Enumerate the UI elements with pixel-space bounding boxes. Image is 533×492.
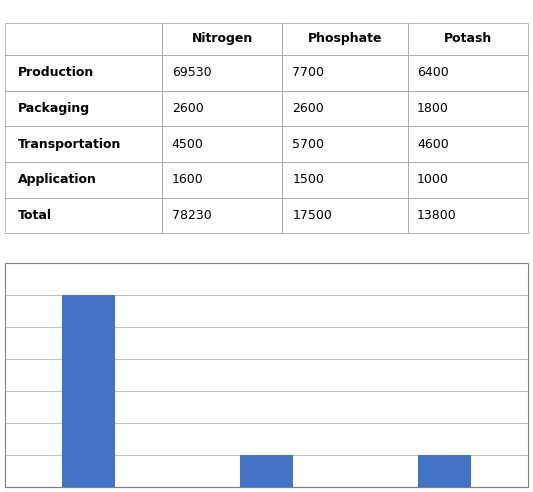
Bar (418, 455, 471, 487)
Bar (62, 295, 115, 487)
Bar (240, 455, 293, 487)
